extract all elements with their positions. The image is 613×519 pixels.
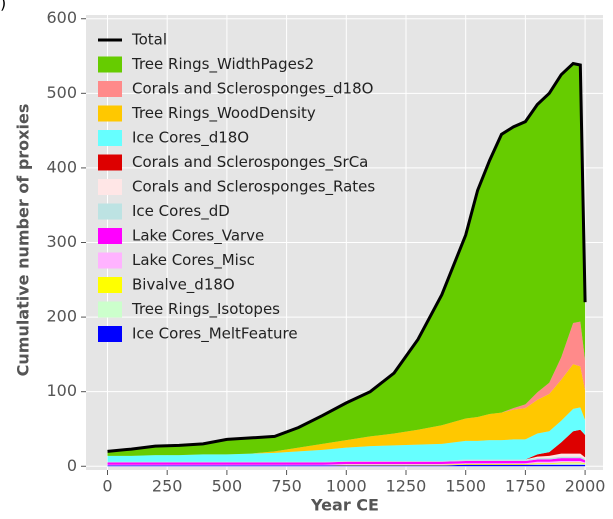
legend-swatch (98, 130, 122, 146)
legend-label: Tree Rings_WoodDensity (131, 104, 316, 123)
legend-swatch (98, 154, 122, 171)
area (107, 63, 586, 456)
total-line (107, 61, 587, 453)
legend-swatch (98, 301, 122, 318)
y-tick-label: 200 (46, 307, 77, 326)
legend-label: Corals and Sclerosponges_Rates (132, 178, 375, 197)
area (107, 407, 586, 462)
y-tick-label: 400 (46, 157, 77, 176)
area (107, 458, 586, 465)
legend-swatch (98, 56, 122, 73)
legend-swatch (98, 252, 122, 269)
legend-swatch (98, 277, 122, 293)
area (107, 364, 586, 456)
legend-label: Ice Cores_MeltFeature (132, 325, 298, 344)
legend-swatch (98, 179, 122, 195)
legend-label: Ice Cores_dD (132, 202, 230, 221)
y-axis-label: Cumulative number of proxies (14, 104, 33, 377)
legend-swatch (98, 326, 122, 342)
x-tick-label: 1250 (386, 477, 427, 496)
legend-label: Tree Rings_Isotopes (131, 300, 280, 319)
y-tick-label: 100 (46, 381, 77, 400)
legend-swatch (98, 81, 122, 97)
x-tick-label: 250 (152, 477, 183, 496)
y-tick-label: 600 (46, 8, 77, 27)
legend-label: Total (131, 31, 167, 49)
panel-label: ) (0, 0, 6, 13)
x-tick-label: 1500 (445, 477, 486, 496)
x-tick-label: 1750 (505, 477, 546, 496)
x-tick-label: 1000 (326, 477, 367, 496)
legend-swatch (98, 105, 122, 122)
legend-label: Corals and Sclerosponges_SrCa (132, 153, 368, 172)
y-tick-label: 300 (46, 232, 77, 251)
legend-label: Tree Rings_WidthPages2 (131, 55, 314, 74)
area (107, 462, 586, 466)
legend-label: Bivalve_d18O (132, 276, 235, 295)
y-tick-label: 0 (67, 456, 77, 475)
legend-label: Lake Cores_Varve (132, 227, 264, 246)
area (107, 456, 586, 463)
legend-label: Lake Cores_Misc (132, 251, 255, 270)
y-tick-label: 500 (46, 83, 77, 102)
x-tick-label: 500 (212, 477, 243, 496)
legend-label: Ice Cores_d18O (132, 129, 249, 148)
legend-swatch (98, 228, 122, 244)
x-tick-label: 2000 (565, 477, 606, 496)
x-tick-label: 0 (102, 477, 112, 496)
x-axis-label: Year CE (310, 496, 379, 515)
legend-swatch (98, 203, 122, 220)
x-tick-label: 750 (271, 477, 302, 496)
legend-label: Corals and Sclerosponges_d18O (132, 80, 373, 99)
